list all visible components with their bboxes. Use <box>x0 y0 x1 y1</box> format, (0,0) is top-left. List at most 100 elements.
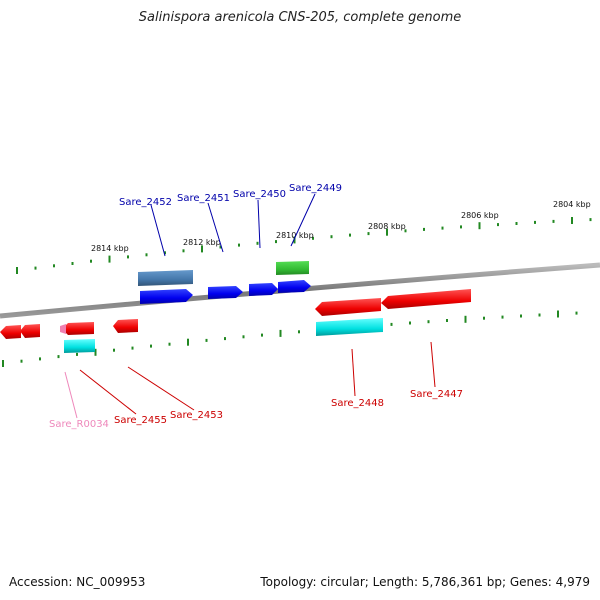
minor-tick <box>312 236 314 240</box>
minor-tick <box>460 225 462 229</box>
accession-text: Accession: NC_009953 <box>9 575 146 589</box>
minor-tick <box>145 253 148 257</box>
outer-tick-track <box>16 217 592 274</box>
leader-sare-2450 <box>257 199 261 249</box>
gene-arrow-sare-2451[interactable] <box>208 286 243 299</box>
minor-tick <box>256 241 259 245</box>
minor-tick <box>182 249 185 253</box>
gene-arrow-sare-2450[interactable] <box>249 283 278 296</box>
feature-cyan-left[interactable] <box>64 339 95 353</box>
minor-tick <box>242 335 245 339</box>
tick-label-2810: 2810 kbp <box>276 231 314 240</box>
label-sare-2447[interactable]: Sare_2447 <box>410 389 463 400</box>
minor-tick <box>534 220 536 224</box>
minor-tick <box>164 251 166 255</box>
minor-tick <box>39 357 41 361</box>
tick-label-2814: 2814 kbp <box>91 244 129 253</box>
minor-tick <box>261 333 263 337</box>
minor-tick <box>349 233 351 237</box>
minor-tick <box>127 255 129 259</box>
leader-sare-2447 <box>430 341 436 388</box>
gene-arrow-sare-2455[interactable] <box>62 322 94 335</box>
minor-tick <box>575 311 578 315</box>
minor-tick <box>57 355 60 359</box>
gene-arrow-sare-2449[interactable] <box>278 280 311 293</box>
label-sare-2448[interactable]: Sare_2448 <box>331 398 384 409</box>
major-tick <box>201 245 203 253</box>
minor-tick <box>409 321 411 325</box>
minor-tick <box>150 344 152 348</box>
feature-green[interactable] <box>276 261 309 275</box>
minor-tick <box>238 243 240 247</box>
minor-tick <box>330 235 333 239</box>
major-tick <box>571 217 573 224</box>
minor-tick <box>552 219 555 223</box>
major-tick <box>2 360 4 367</box>
minor-tick <box>53 264 55 268</box>
minor-tick <box>404 229 407 233</box>
minor-tick <box>367 232 370 236</box>
tick-label-2808: 2808 kbp <box>368 222 406 231</box>
label-sare-2453[interactable]: Sare_2453 <box>170 410 223 421</box>
gene-arrow-left-2[interactable] <box>0 325 21 339</box>
minor-tick <box>520 314 522 318</box>
minor-tick <box>441 226 444 230</box>
feature-pink-rna[interactable] <box>60 324 66 334</box>
label-sare-2455[interactable]: Sare_2455 <box>114 415 167 426</box>
leader-sare-2451 <box>207 202 224 253</box>
major-tick <box>557 310 559 318</box>
major-tick <box>108 255 111 263</box>
leader-sare-r0034 <box>64 371 78 419</box>
label-sare-2449[interactable]: Sare_2449 <box>289 183 342 194</box>
minor-tick <box>497 223 499 227</box>
minor-tick <box>205 338 208 342</box>
label-sare-2452[interactable]: Sare_2452 <box>119 197 172 208</box>
minor-tick <box>427 320 430 324</box>
tick-label-2806: 2806 kbp <box>461 211 499 220</box>
leader-sare-2455 <box>79 369 137 415</box>
gene-arrow-sare-2452[interactable] <box>140 289 193 304</box>
inner-tick-track <box>2 310 578 367</box>
major-tick <box>293 236 296 244</box>
minor-tick <box>390 322 393 326</box>
minor-tick <box>34 266 37 270</box>
gene-arrow-sare-2453[interactable] <box>113 319 138 333</box>
gene-arrow-left-1[interactable] <box>20 324 40 338</box>
gene-arrow-sare-2447[interactable] <box>381 289 471 309</box>
minor-tick <box>501 315 504 319</box>
feature-cyan-right[interactable] <box>316 318 383 336</box>
minor-tick <box>538 313 541 317</box>
minor-tick <box>298 330 300 334</box>
leader-sare-2448 <box>351 348 356 397</box>
minor-tick <box>483 316 485 320</box>
minor-tick <box>515 222 518 225</box>
minor-tick <box>589 218 592 222</box>
minor-tick <box>131 346 134 350</box>
major-tick <box>464 315 467 323</box>
label-sare-r0034[interactable]: Sare_R0034 <box>49 419 109 430</box>
major-tick <box>187 338 189 346</box>
minor-tick <box>113 348 115 352</box>
minor-tick <box>168 342 171 346</box>
major-tick <box>16 267 18 274</box>
map-title: Salinispora arenicola CNS-205, complete … <box>138 10 462 25</box>
minor-tick <box>71 262 74 265</box>
minor-tick <box>219 245 222 249</box>
feature-steel[interactable] <box>138 270 193 286</box>
gene-arrow-sare-2448[interactable] <box>315 298 381 316</box>
minor-tick <box>224 337 226 341</box>
tick-label-2812: 2812 kbp <box>183 238 221 247</box>
label-sare-2451[interactable]: Sare_2451 <box>177 193 230 204</box>
minor-tick <box>446 319 448 322</box>
major-tick <box>478 222 481 230</box>
minor-tick <box>275 240 277 244</box>
minor-tick <box>90 259 92 263</box>
leader-sare-2452 <box>150 204 166 257</box>
leader-sare-2453 <box>127 366 195 411</box>
minor-tick <box>20 359 23 363</box>
minor-tick <box>423 227 425 231</box>
tick-label-2804: 2804 kbp <box>553 200 591 209</box>
label-sare-2450[interactable]: Sare_2450 <box>233 189 286 200</box>
major-tick <box>279 329 282 337</box>
